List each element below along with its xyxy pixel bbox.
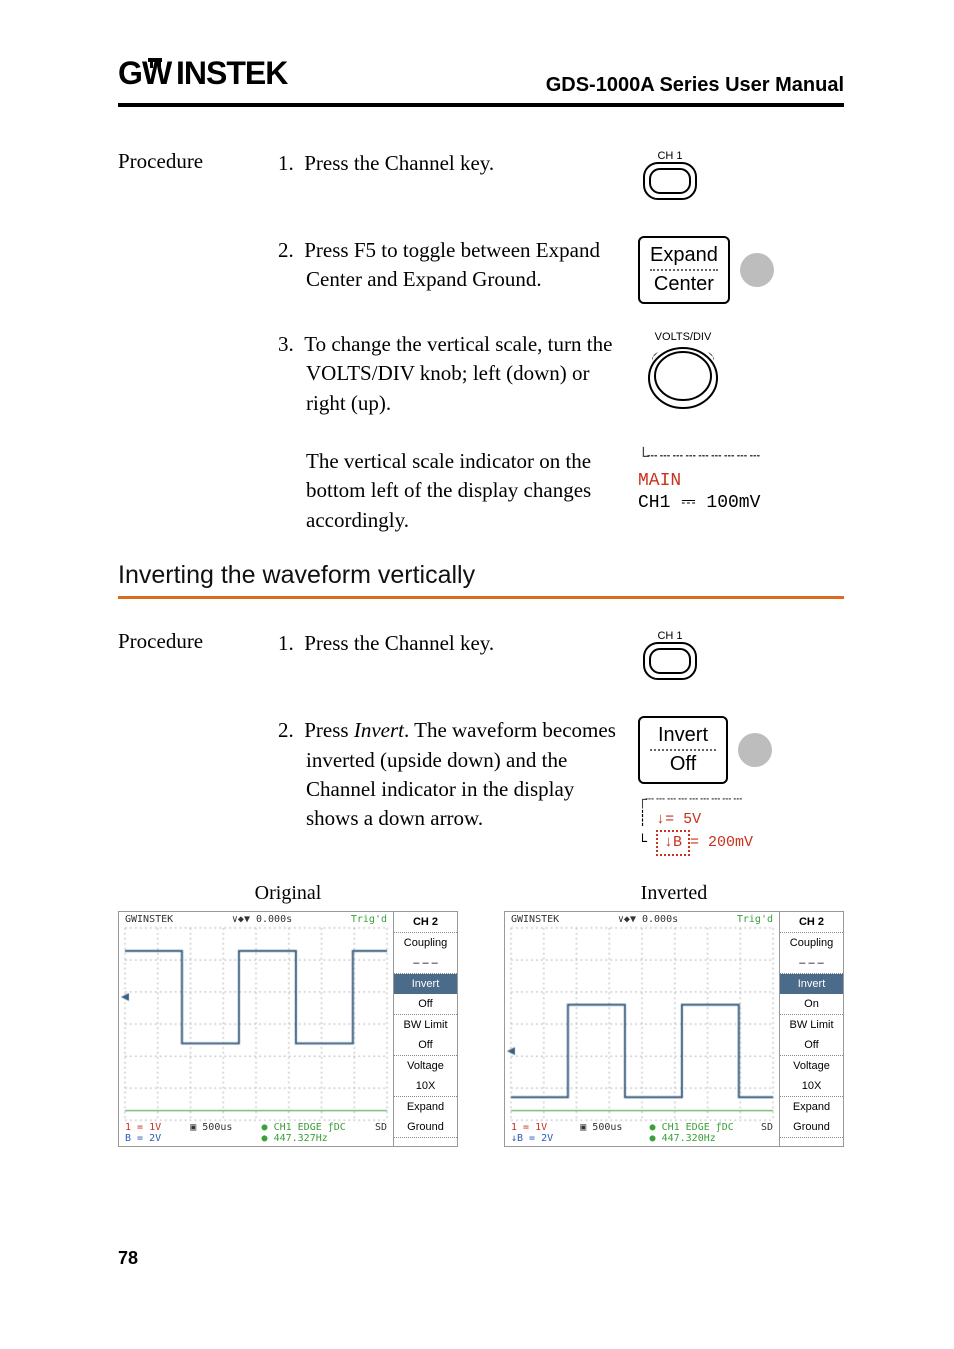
softkey-expand-center: Expand Center [638,236,730,304]
waveform-caption-original: Original [118,882,458,905]
svg-text:CH 1: CH 1 [657,150,682,162]
step-text: 1. Press the Channel key. [278,629,626,658]
step-text: 1. Press the Channel key. [278,149,626,178]
page-number: 78 [118,1248,138,1269]
section-rule [118,596,844,599]
channel-key-icon: CH 1 [638,149,702,210]
scale-indicator-lcd: └┄┄┄┄┄┄┄┄┄ MAIN CH1 ⎓ 100mV [638,447,762,515]
step-text: 2. Press Invert. The waveform becomes in… [278,716,626,834]
svg-text:INSTEK: INSTEK [176,56,288,91]
waveform-comparison: Original GWINSTEK ∨◆▼ 0.000s Trig'd 1 = … [118,882,844,1147]
scope-screenshot-original: GWINSTEK ∨◆▼ 0.000s Trig'd 1 = 1VB = 2V … [118,911,458,1147]
svg-text:VOLTS/DIV: VOLTS/DIV [655,331,712,343]
procedure-label: Procedure [118,149,278,174]
softkey-button-icon [740,253,774,287]
brand-logo: G W INSTEK [118,56,318,97]
waveform-caption-inverted: Inverted [504,882,844,905]
step-text: 3. To change the vertical scale, turn th… [278,330,626,418]
softkey-invert: Invert Off [638,716,728,784]
invert-indicator-lcd: ┌┄┄┄┄┄┄┄┄┄ ┊ ↓= 5V └ ↓B= 200mV [638,792,753,856]
svg-text:G: G [118,56,142,91]
softkey-button-icon [738,733,772,767]
step-note: The vertical scale indicator on the bott… [278,447,626,535]
page-header: G W INSTEK GDS-1000A Series User Manual [118,56,844,107]
procedure-label: Procedure [118,629,278,654]
section-heading: Inverting the waveform vertically [118,561,844,590]
volts-div-knob-icon: VOLTS/DIV [638,330,728,421]
channel-key-icon: CH 1 [638,629,702,690]
svg-text:CH 1: CH 1 [657,630,682,642]
scope-screenshot-inverted: GWINSTEK ∨◆▼ 0.000s Trig'd 1 = 1V↓B = 2V… [504,911,844,1147]
step-text: 2. Press F5 to toggle between Expand Cen… [278,236,626,295]
doc-title: GDS-1000A Series User Manual [546,74,844,97]
